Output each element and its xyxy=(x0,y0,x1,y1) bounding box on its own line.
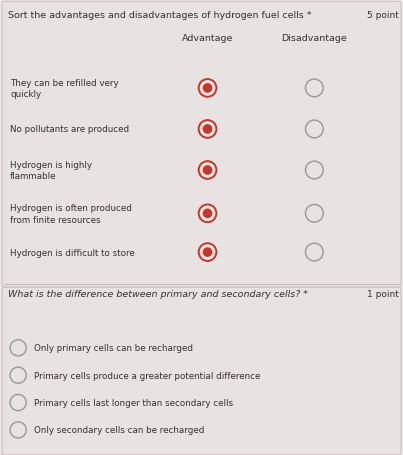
Text: Sort the advantages and disadvantages of hydrogen fuel cells *: Sort the advantages and disadvantages of… xyxy=(8,11,312,20)
Ellipse shape xyxy=(203,84,212,94)
Text: Only primary cells can be recharged: Only primary cells can be recharged xyxy=(34,344,193,353)
Text: They can be refilled very
quickly: They can be refilled very quickly xyxy=(10,78,119,99)
FancyBboxPatch shape xyxy=(2,2,401,288)
FancyBboxPatch shape xyxy=(2,288,401,455)
Ellipse shape xyxy=(203,209,212,219)
Text: Hydrogen is often produced
from finite resources: Hydrogen is often produced from finite r… xyxy=(10,203,132,224)
Text: No pollutants are produced: No pollutants are produced xyxy=(10,125,129,134)
Ellipse shape xyxy=(203,248,212,258)
Text: Advantage: Advantage xyxy=(182,34,233,43)
Text: 1 point: 1 point xyxy=(367,290,399,299)
Ellipse shape xyxy=(203,166,212,176)
Text: 5 point: 5 point xyxy=(367,11,399,20)
Text: Primary cells last longer than secondary cells: Primary cells last longer than secondary… xyxy=(34,398,233,407)
Text: Disadvantage: Disadvantage xyxy=(281,34,347,43)
Ellipse shape xyxy=(203,125,212,135)
Text: Hydrogen is highly
flammable: Hydrogen is highly flammable xyxy=(10,160,92,181)
Text: Hydrogen is difficult to store: Hydrogen is difficult to store xyxy=(10,248,135,257)
Text: Primary cells produce a greater potential difference: Primary cells produce a greater potentia… xyxy=(34,371,261,380)
Text: Only secondary cells can be recharged: Only secondary cells can be recharged xyxy=(34,425,205,435)
Text: What is the difference between primary and secondary cells? *: What is the difference between primary a… xyxy=(8,290,308,299)
